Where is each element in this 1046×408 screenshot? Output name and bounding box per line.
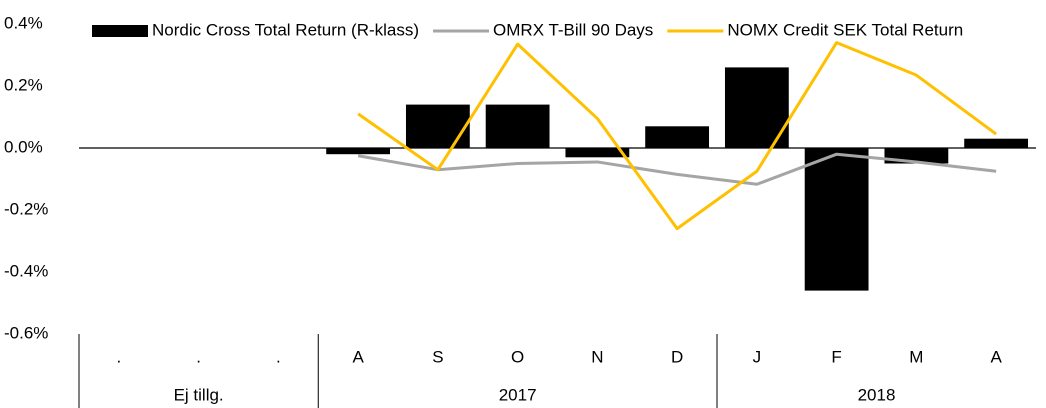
bar: [326, 148, 391, 155]
x-tick-label: .: [276, 347, 281, 366]
x-tick-label: S: [432, 347, 443, 366]
y-tick-label: 0.0%: [4, 137, 43, 156]
x-tick-label: J: [753, 347, 762, 366]
group-label: 2018: [858, 385, 896, 404]
legend-label: Nordic Cross Total Return (R-klass): [152, 20, 419, 39]
x-tick-label: D: [671, 347, 683, 366]
x-tick-label: M: [909, 347, 923, 366]
y-tick-label: 0.4%: [4, 13, 43, 32]
x-tick-label: O: [511, 347, 524, 366]
line-series: [357, 152, 997, 186]
x-tick-label: F: [831, 347, 841, 366]
bar: [964, 138, 1029, 148]
x-tick-label: .: [196, 347, 201, 366]
line-series: [357, 41, 998, 231]
x-tick-label: .: [117, 347, 122, 366]
y-tick-label: -0.4%: [4, 261, 48, 280]
x-tick-label: A: [990, 347, 1002, 366]
bar: [405, 104, 470, 148]
group-label: Ej tillg.: [174, 385, 224, 404]
bar: [565, 148, 630, 158]
y-tick-label: -0.6%: [4, 323, 48, 342]
legend-label: OMRX T-Bill 90 Days: [493, 20, 653, 39]
legend-swatch: [92, 25, 148, 37]
legend-label: NOMX Credit SEK Total Return: [727, 20, 963, 39]
x-tick-label: N: [591, 347, 603, 366]
y-tick-label: -0.2%: [4, 199, 48, 218]
bar: [485, 104, 550, 148]
group-label: 2017: [499, 385, 537, 404]
y-tick-label: 0.2%: [4, 75, 43, 94]
bar: [645, 126, 710, 148]
x-tick-label: A: [352, 347, 364, 366]
bar: [804, 148, 869, 291]
